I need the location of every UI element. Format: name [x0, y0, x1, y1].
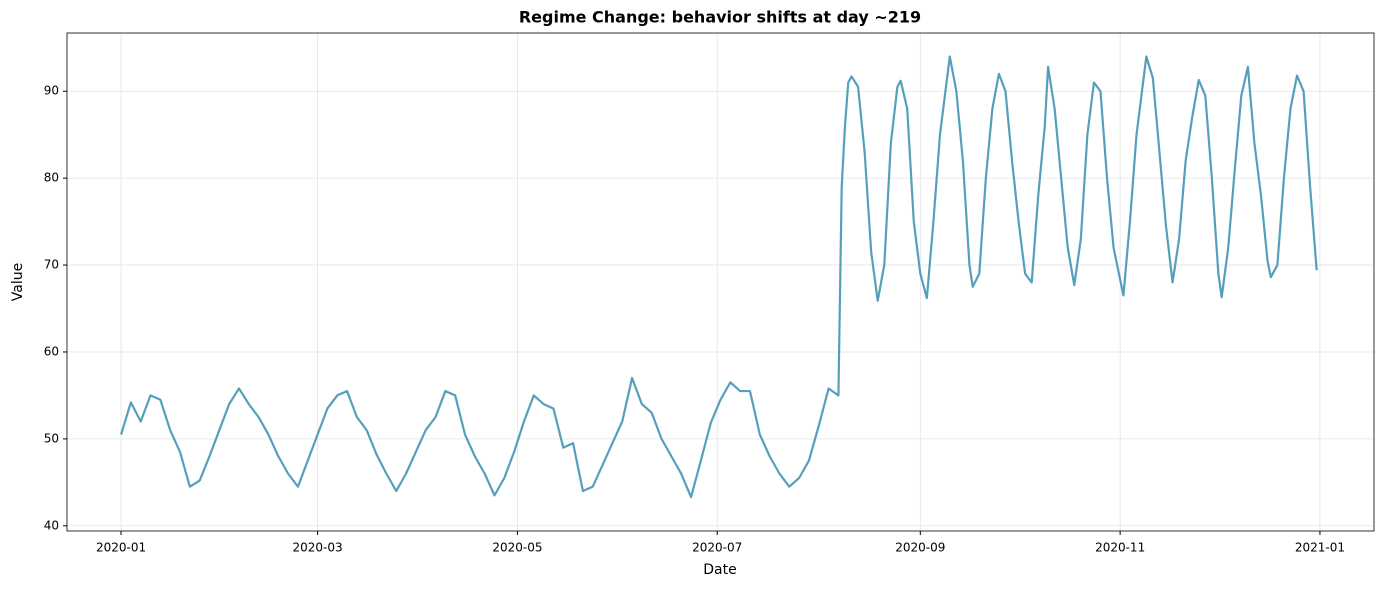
x-tick-label: 2020-09 [895, 541, 945, 555]
x-tick-label: 2020-01 [96, 541, 146, 555]
y-axis-label: Value [10, 263, 26, 301]
x-tick-label: 2020-07 [692, 541, 742, 555]
x-tick-label: 2020-05 [492, 541, 542, 555]
data-line [119, 55, 1318, 499]
x-tick-label: 2020-03 [293, 541, 343, 555]
y-tick-label: 40 [44, 518, 59, 532]
x-axis-label: Date [703, 562, 736, 578]
y-tick-label: 90 [44, 84, 59, 98]
x-tick-label: 2020-11 [1095, 541, 1145, 555]
y-tick-label: 50 [44, 431, 59, 445]
x-tick-label: 2021-01 [1295, 541, 1345, 555]
plot-frame [66, 32, 1375, 532]
y-tick-label: 80 [44, 171, 59, 185]
y-tick-label: 70 [44, 258, 59, 272]
y-tick-label: 60 [44, 344, 59, 358]
chart-title: Regime Change: behavior shifts at day ~2… [519, 8, 921, 27]
